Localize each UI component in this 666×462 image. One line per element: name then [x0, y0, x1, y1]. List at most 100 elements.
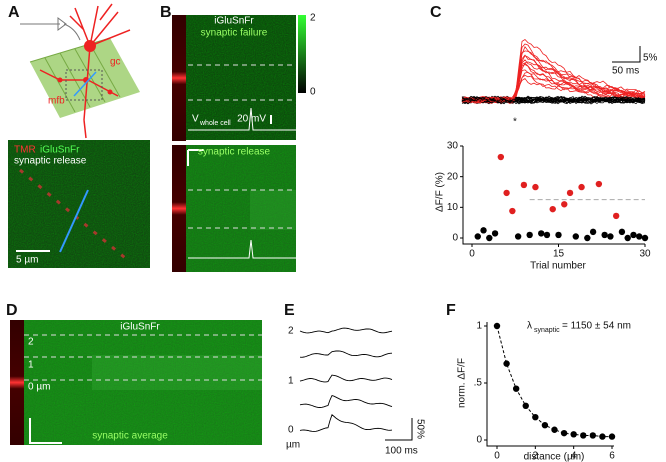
label-gc: gc [110, 57, 121, 68]
trace [299, 394, 393, 408]
y-tick-label: 30 [447, 141, 459, 152]
point [503, 189, 510, 197]
point [570, 431, 577, 438]
lambda-sub: synaptic [534, 327, 560, 334]
point [491, 230, 499, 237]
point [641, 234, 649, 242]
point [522, 402, 529, 409]
axis [462, 146, 645, 245]
point [561, 201, 568, 208]
point [543, 231, 551, 239]
label-failure: synaptic failure [201, 28, 268, 39]
trace [461, 95, 645, 104]
panel-label: F [446, 302, 456, 319]
point [636, 233, 643, 240]
image-a [8, 140, 150, 268]
point [549, 205, 556, 213]
point [624, 234, 631, 242]
point [580, 432, 587, 439]
point [474, 233, 481, 240]
point [532, 183, 539, 191]
point [532, 414, 539, 421]
point [541, 421, 549, 429]
y-tick-label: 0 [476, 435, 482, 446]
x-tick-label: 2 [533, 451, 539, 462]
point [584, 234, 591, 242]
scale-label: 50% [414, 419, 425, 439]
point [595, 180, 603, 188]
x-axis-label: Trial number [530, 261, 586, 272]
distance-label: 0 µm [28, 382, 50, 393]
asterisk: * [513, 117, 517, 128]
panel-label: A [8, 4, 20, 21]
unit-label: µm [286, 440, 300, 451]
distance-label: 1 [28, 360, 34, 371]
point [630, 231, 637, 239]
scale-label: 5 µm [16, 255, 38, 266]
point [599, 433, 606, 440]
scale-label: 100 ms [385, 446, 418, 457]
fit-line [496, 325, 612, 438]
point [601, 231, 608, 239]
x-tick-label: 30 [639, 249, 651, 260]
panel-label: E [284, 302, 295, 319]
distance-label: 0 [288, 425, 294, 436]
trace [461, 61, 646, 103]
label-mfb: mfb [48, 96, 65, 107]
point [493, 322, 501, 330]
lambda-value: = 1150 ± 54 nm [562, 321, 631, 332]
scale-label: 5% [643, 53, 658, 64]
scale-label: 50 ms [612, 66, 639, 77]
x-tick-label: 6 [609, 451, 615, 462]
point [612, 212, 620, 220]
point [572, 233, 579, 240]
point [538, 230, 545, 237]
image-b [172, 15, 306, 272]
x-tick-label: 0 [469, 249, 475, 260]
point [551, 426, 558, 433]
point [555, 231, 562, 239]
traces-e [299, 327, 393, 432]
schematic [20, 3, 140, 139]
point [480, 227, 487, 234]
y-axis-label: ΔF/F (%) [435, 172, 446, 212]
trace [461, 69, 646, 104]
trace [299, 374, 393, 383]
point [566, 189, 574, 197]
y-tick-label: 10 [447, 202, 459, 213]
y-tick-label: .5 [474, 378, 483, 389]
label-iglu: iGluSnFr [40, 145, 80, 156]
distance-label: 2 [28, 337, 34, 348]
label-v-sub: whole cell [199, 120, 231, 127]
label-average: synaptic average [92, 431, 168, 442]
distance-label: 2 [288, 326, 294, 337]
colorbar-tick: 0 [310, 87, 316, 98]
label-v: V [192, 114, 199, 125]
scale-bar [612, 46, 641, 63]
traces-c [461, 38, 646, 105]
panel-label: D [6, 302, 18, 319]
point [618, 228, 626, 236]
trace [299, 414, 393, 432]
x-tick-label: 4 [571, 451, 577, 462]
scale-bar [385, 418, 413, 441]
distance-label: 1 [288, 376, 294, 387]
label-iglu: iGluSnFr [120, 322, 160, 333]
colorbar-tick: 2 [310, 13, 316, 24]
point [589, 432, 597, 439]
y-tick-label: 20 [447, 171, 459, 182]
lambda: λ [527, 321, 532, 332]
point [509, 207, 516, 215]
point [514, 233, 522, 240]
label-mv: 20 mV [237, 114, 266, 125]
label-tmr: TMR [14, 145, 36, 156]
point [520, 181, 528, 189]
y-axis-label: norm. ΔF/F [457, 358, 468, 408]
x-axis-label: distance (µm) [524, 452, 585, 462]
label-release: synaptic release [14, 156, 87, 167]
trace [461, 95, 646, 105]
point [560, 429, 568, 437]
point [607, 233, 614, 240]
panel-label: C [430, 4, 442, 21]
trace [299, 327, 393, 334]
